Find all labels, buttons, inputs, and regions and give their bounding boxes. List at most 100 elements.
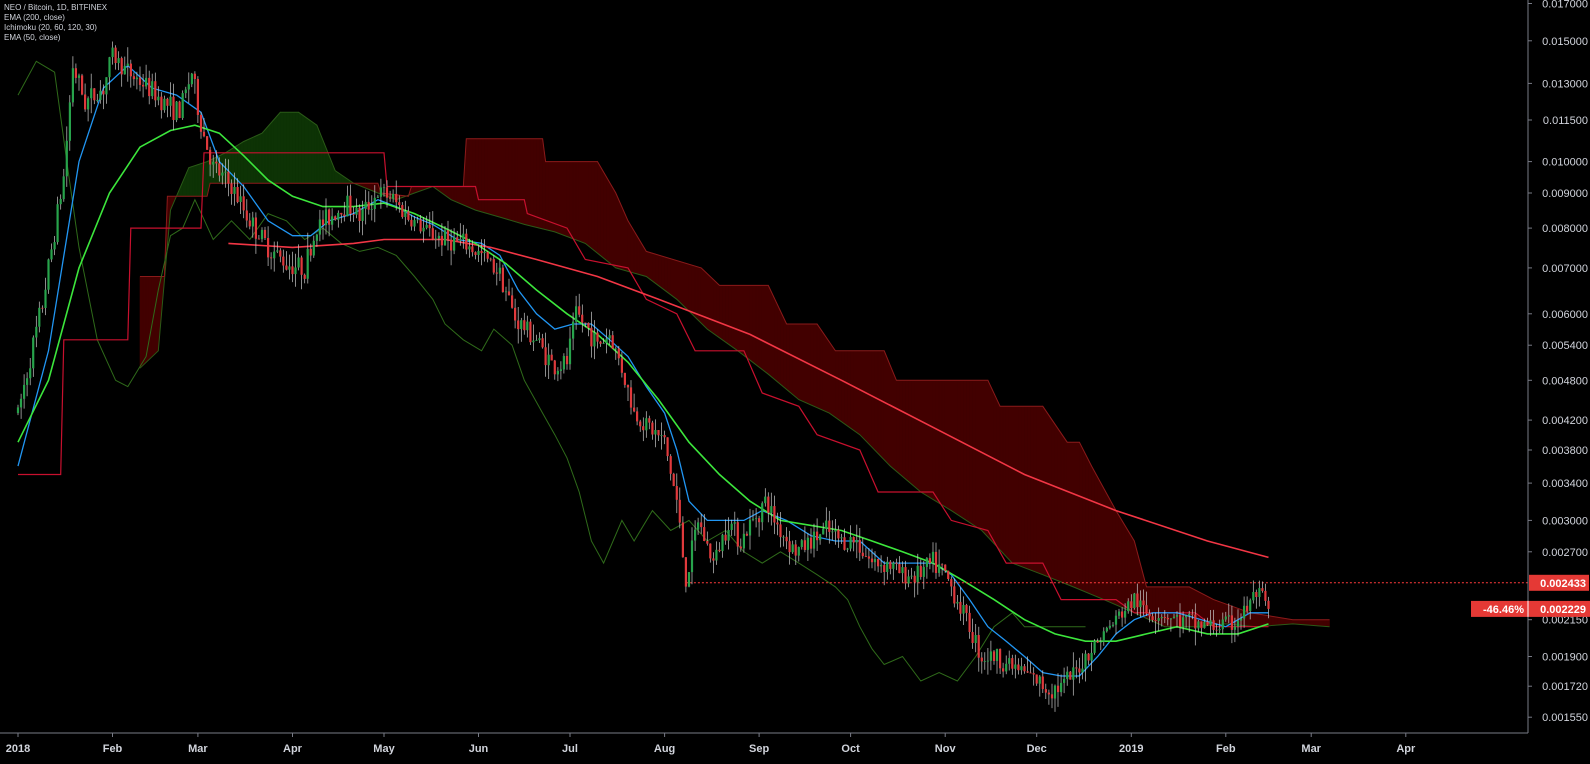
candle-body: [1194, 614, 1197, 629]
cloud-segment: [310, 120, 315, 184]
candle-body: [248, 220, 251, 227]
cloud-segment: [1018, 405, 1022, 568]
cloud-segment: [688, 263, 693, 315]
candle-body: [1035, 674, 1038, 684]
candle-body: [782, 536, 785, 538]
candle-body: [84, 94, 87, 110]
cloud-segment: [1304, 619, 1309, 626]
cloud-segment: [282, 112, 287, 184]
cloud-segment: [883, 350, 888, 464]
cloud-segment: [737, 285, 742, 354]
cloud-segment: [1167, 586, 1172, 628]
cloud-segment: [1173, 586, 1178, 628]
cloud-segment: [1256, 613, 1260, 628]
candle-body: [773, 506, 776, 523]
candle-body: [443, 230, 447, 246]
cloud-segment: [1073, 441, 1077, 589]
candle-body: [123, 65, 126, 75]
cloud-segment: [847, 350, 851, 429]
cloud-segment: [694, 265, 699, 321]
cloud-segment: [777, 304, 781, 386]
candle-body: [788, 541, 791, 553]
cloud-segment: [249, 136, 254, 184]
candle-body: [233, 187, 236, 194]
cloud-segment: [1271, 615, 1275, 626]
cloud-segment: [938, 379, 943, 506]
cloud-segment: [993, 393, 998, 548]
candle-body: [1255, 592, 1258, 597]
candle-body: [367, 201, 370, 210]
cloud-segment: [520, 138, 525, 225]
cloud-segment: [984, 379, 989, 538]
candle-body: [809, 537, 813, 549]
cloud-segment: [1198, 591, 1202, 627]
cloud-segment: [478, 138, 482, 213]
cloud-segment: [530, 138, 534, 228]
candle-body: [514, 307, 517, 321]
candle-body: [889, 561, 892, 569]
candle-body: [96, 100, 99, 101]
candle-body: [1017, 664, 1020, 671]
cloud-segment: [301, 113, 306, 184]
x-tick-label: Dec: [1027, 743, 1047, 755]
candle-body: [389, 197, 392, 199]
x-tick-label: Apr: [1396, 743, 1416, 755]
cloud-segment: [652, 252, 656, 285]
cloud-segment: [1014, 405, 1019, 566]
candle-body: [1111, 624, 1115, 626]
candle-body: [263, 229, 267, 238]
candle-body: [1136, 593, 1139, 608]
cloud-segment: [871, 350, 876, 452]
cloud-segment: [947, 379, 952, 512]
cloud-segment: [722, 285, 726, 343]
candle-body: [873, 559, 877, 563]
candle-body: [883, 565, 886, 572]
candle-body: [1182, 617, 1185, 627]
y-tick-label: 0.003800: [1542, 445, 1588, 457]
cloud-segment: [627, 219, 632, 273]
cloud-segment: [469, 138, 473, 210]
cloud-segment: [856, 350, 861, 436]
y-tick-label: 0.005400: [1542, 340, 1588, 352]
cloud-segment: [713, 278, 717, 337]
candle-body: [1179, 615, 1182, 627]
cloud-segment: [307, 118, 312, 184]
candle-body: [1099, 641, 1102, 643]
cloud-segment: [725, 285, 729, 345]
candle-body: [1209, 620, 1212, 626]
candle-body: [1041, 676, 1044, 690]
candle-body: [617, 348, 620, 359]
candle-body: [99, 90, 102, 100]
candle-body: [1102, 631, 1105, 642]
candle-body: [846, 548, 849, 550]
cloud-segment: [950, 379, 955, 514]
candle-body: [758, 518, 761, 523]
candle-body: [1069, 671, 1072, 680]
cloud-segment: [289, 112, 293, 184]
cloud-segment: [1201, 592, 1205, 627]
candle-body: [1243, 605, 1246, 619]
cloud-segment: [304, 116, 309, 184]
candle-body: [785, 536, 788, 542]
candle-body: [724, 534, 727, 541]
candle-body: [992, 651, 996, 661]
cloud-segment: [487, 138, 492, 215]
candle-body: [535, 340, 538, 341]
cloud-segment: [1185, 586, 1190, 628]
cloud-segment: [484, 138, 489, 214]
last-price-value: 0.002229: [1540, 604, 1586, 616]
candle-body: [361, 208, 364, 221]
candle-body: [880, 565, 883, 567]
candle-body: [999, 649, 1002, 669]
cloud-segment: [734, 285, 739, 352]
candle-body: [1139, 600, 1142, 608]
candle-body: [47, 259, 50, 290]
candle-body: [925, 558, 928, 567]
cloud-segment: [841, 350, 845, 425]
cloud-segment: [889, 365, 894, 470]
candle-body: [742, 533, 745, 549]
candle-body: [29, 368, 32, 379]
cloud-segment: [481, 138, 485, 214]
